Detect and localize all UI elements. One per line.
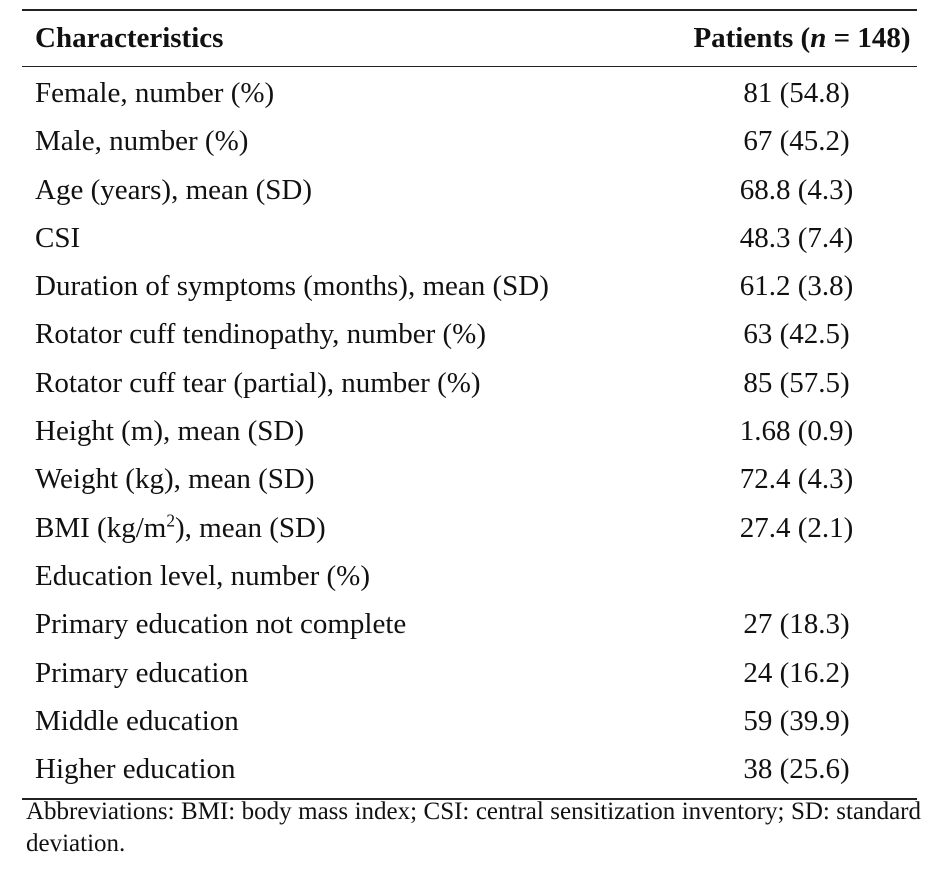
table-row: Primary education 24 (16.2) (22, 649, 917, 697)
row-label: Primary education (35, 656, 249, 689)
table-row: Primary education not complete 27 (18.3) (22, 600, 917, 648)
header-patients: Patients (n = 148) (693, 22, 911, 54)
row-value: 81 (54.8) (743, 77, 850, 109)
table-row: Rotator cuff tendinopathy, number (%) 63… (22, 310, 917, 358)
row-value: 59 (39.9) (743, 704, 850, 737)
row-label: Education level, number (%) (35, 559, 370, 592)
row-label: Higher education (35, 753, 236, 786)
table-body: Female, number (%) 81 (54.8) Male, numbe… (22, 67, 917, 798)
table-row: Middle education 59 (39.9) (22, 697, 917, 745)
row-label: Duration of symptoms (months), mean (SD) (35, 270, 549, 303)
row-value: 48.3 (7.4) (739, 221, 854, 254)
row-label: Height (m), mean (SD) (35, 415, 304, 448)
table-row: Female, number (%) 81 (54.8) (22, 69, 917, 117)
table-header-row: Characteristics Patients (n = 148) (22, 11, 917, 66)
row-value: 72.4 (4.3) (739, 463, 854, 496)
row-value: 24 (16.2) (743, 656, 850, 689)
row-label: BMI (kg/m2), mean (SD) (35, 510, 326, 544)
row-label: Rotator cuff tendinopathy, number (%) (35, 318, 486, 351)
table-row: Rotator cuff tear (partial), number (%) … (22, 359, 917, 407)
table-row-section: Education level, number (%) (22, 552, 917, 600)
row-value: 1.68 (0.9) (739, 415, 854, 448)
table-row: Weight (kg), mean (SD) 72.4 (4.3) (22, 455, 917, 503)
row-label: CSI (35, 221, 81, 254)
table-row: Height (m), mean (SD) 1.68 (0.9) (22, 407, 917, 455)
table-row: BMI (kg/m2), mean (SD) 27.4 (2.1) (22, 504, 917, 552)
table-row: Age (years), mean (SD) 68.8 (4.3) (22, 166, 917, 214)
row-label: Primary education not complete (35, 608, 407, 641)
table-row: Higher education 38 (25.6) (22, 745, 917, 793)
row-value: 68.8 (4.3) (739, 173, 854, 206)
table-footnote: Abbreviations: BMI: body mass index; CSI… (26, 798, 921, 857)
row-value: 27 (18.3) (743, 608, 850, 641)
row-label: Middle education (35, 704, 239, 737)
row-value: 61.2 (3.8) (739, 270, 854, 303)
table-top-rule (22, 9, 917, 11)
table-header-rule (22, 66, 917, 67)
row-value: 63 (42.5) (743, 318, 850, 351)
table-row: CSI 48.3 (7.4) (22, 214, 917, 262)
table-row: Duration of symptoms (months), mean (SD)… (22, 262, 917, 310)
characteristics-table: Characteristics Patients (n = 148) Femal… (22, 9, 917, 801)
row-value: 27.4 (2.1) (739, 511, 854, 544)
row-value: 67 (45.2) (743, 125, 850, 158)
row-label: Age (years), mean (SD) (35, 173, 313, 206)
row-label: Female, number (%) (35, 77, 275, 109)
row-label: Rotator cuff tear (partial), number (%) (35, 366, 481, 399)
row-value: 38 (25.6) (743, 753, 850, 786)
row-label: Weight (kg), mean (SD) (35, 463, 315, 496)
table-row: Male, number (%) 67 (45.2) (22, 117, 917, 165)
row-label: Male, number (%) (35, 125, 249, 158)
table-bottom-rule (22, 798, 917, 801)
header-characteristics: Characteristics (35, 22, 224, 54)
row-value: 85 (57.5) (743, 366, 850, 399)
